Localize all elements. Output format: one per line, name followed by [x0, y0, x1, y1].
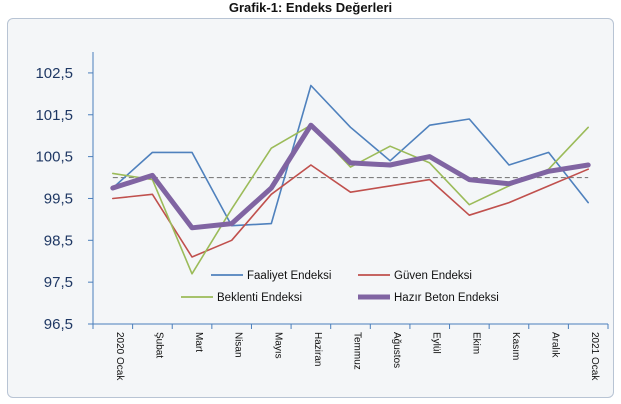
x-tick-label: Haziran: [312, 332, 323, 366]
y-tick-label: 101,5: [35, 107, 73, 124]
x-tick-label: Kasım: [510, 332, 521, 360]
x-tick-label: Mayıs: [272, 332, 283, 359]
y-tick-label: 98,5: [44, 232, 73, 249]
legend-label: Beklenti Endeksi: [217, 292, 302, 304]
legend-label: Hazır Beton Endeksi: [394, 292, 499, 304]
y-tick-label: 102,5: [35, 65, 73, 82]
series-line-hazir-beton-endeksi: [110, 122, 591, 231]
y-tick-label: 97,5: [44, 274, 73, 291]
series-line-guven-endeksi: [112, 164, 590, 258]
x-tick-label: Ekim: [470, 332, 481, 354]
legend-label: Faaliyet Endeksi: [247, 270, 331, 282]
chart-area: [7, 18, 614, 398]
x-tick-label: Ağustos: [391, 332, 402, 368]
chart-title: Grafik-1: Endeks Değerleri: [228, 0, 393, 15]
x-tick-label: Nisan: [233, 332, 244, 358]
x-tick-label: Aralık: [550, 332, 561, 359]
x-tick-label: Eylül: [431, 332, 442, 354]
x-tick-label: Temmuz: [352, 332, 363, 370]
x-tick-label: Şubat: [153, 332, 164, 358]
x-tick-label: Mart: [193, 332, 204, 352]
x-tick-label: 2021 Ocak: [589, 332, 600, 381]
series-line-faaliyet-endeksi: [112, 84, 590, 227]
y-tick-label: 100,5: [35, 149, 73, 166]
y-tick-label: 96,5: [44, 316, 73, 333]
legend-label: Güven Endeksi: [394, 270, 472, 282]
x-tick-label: 2020 Ocak: [114, 332, 125, 381]
y-tick-label: 99,5: [44, 190, 73, 207]
